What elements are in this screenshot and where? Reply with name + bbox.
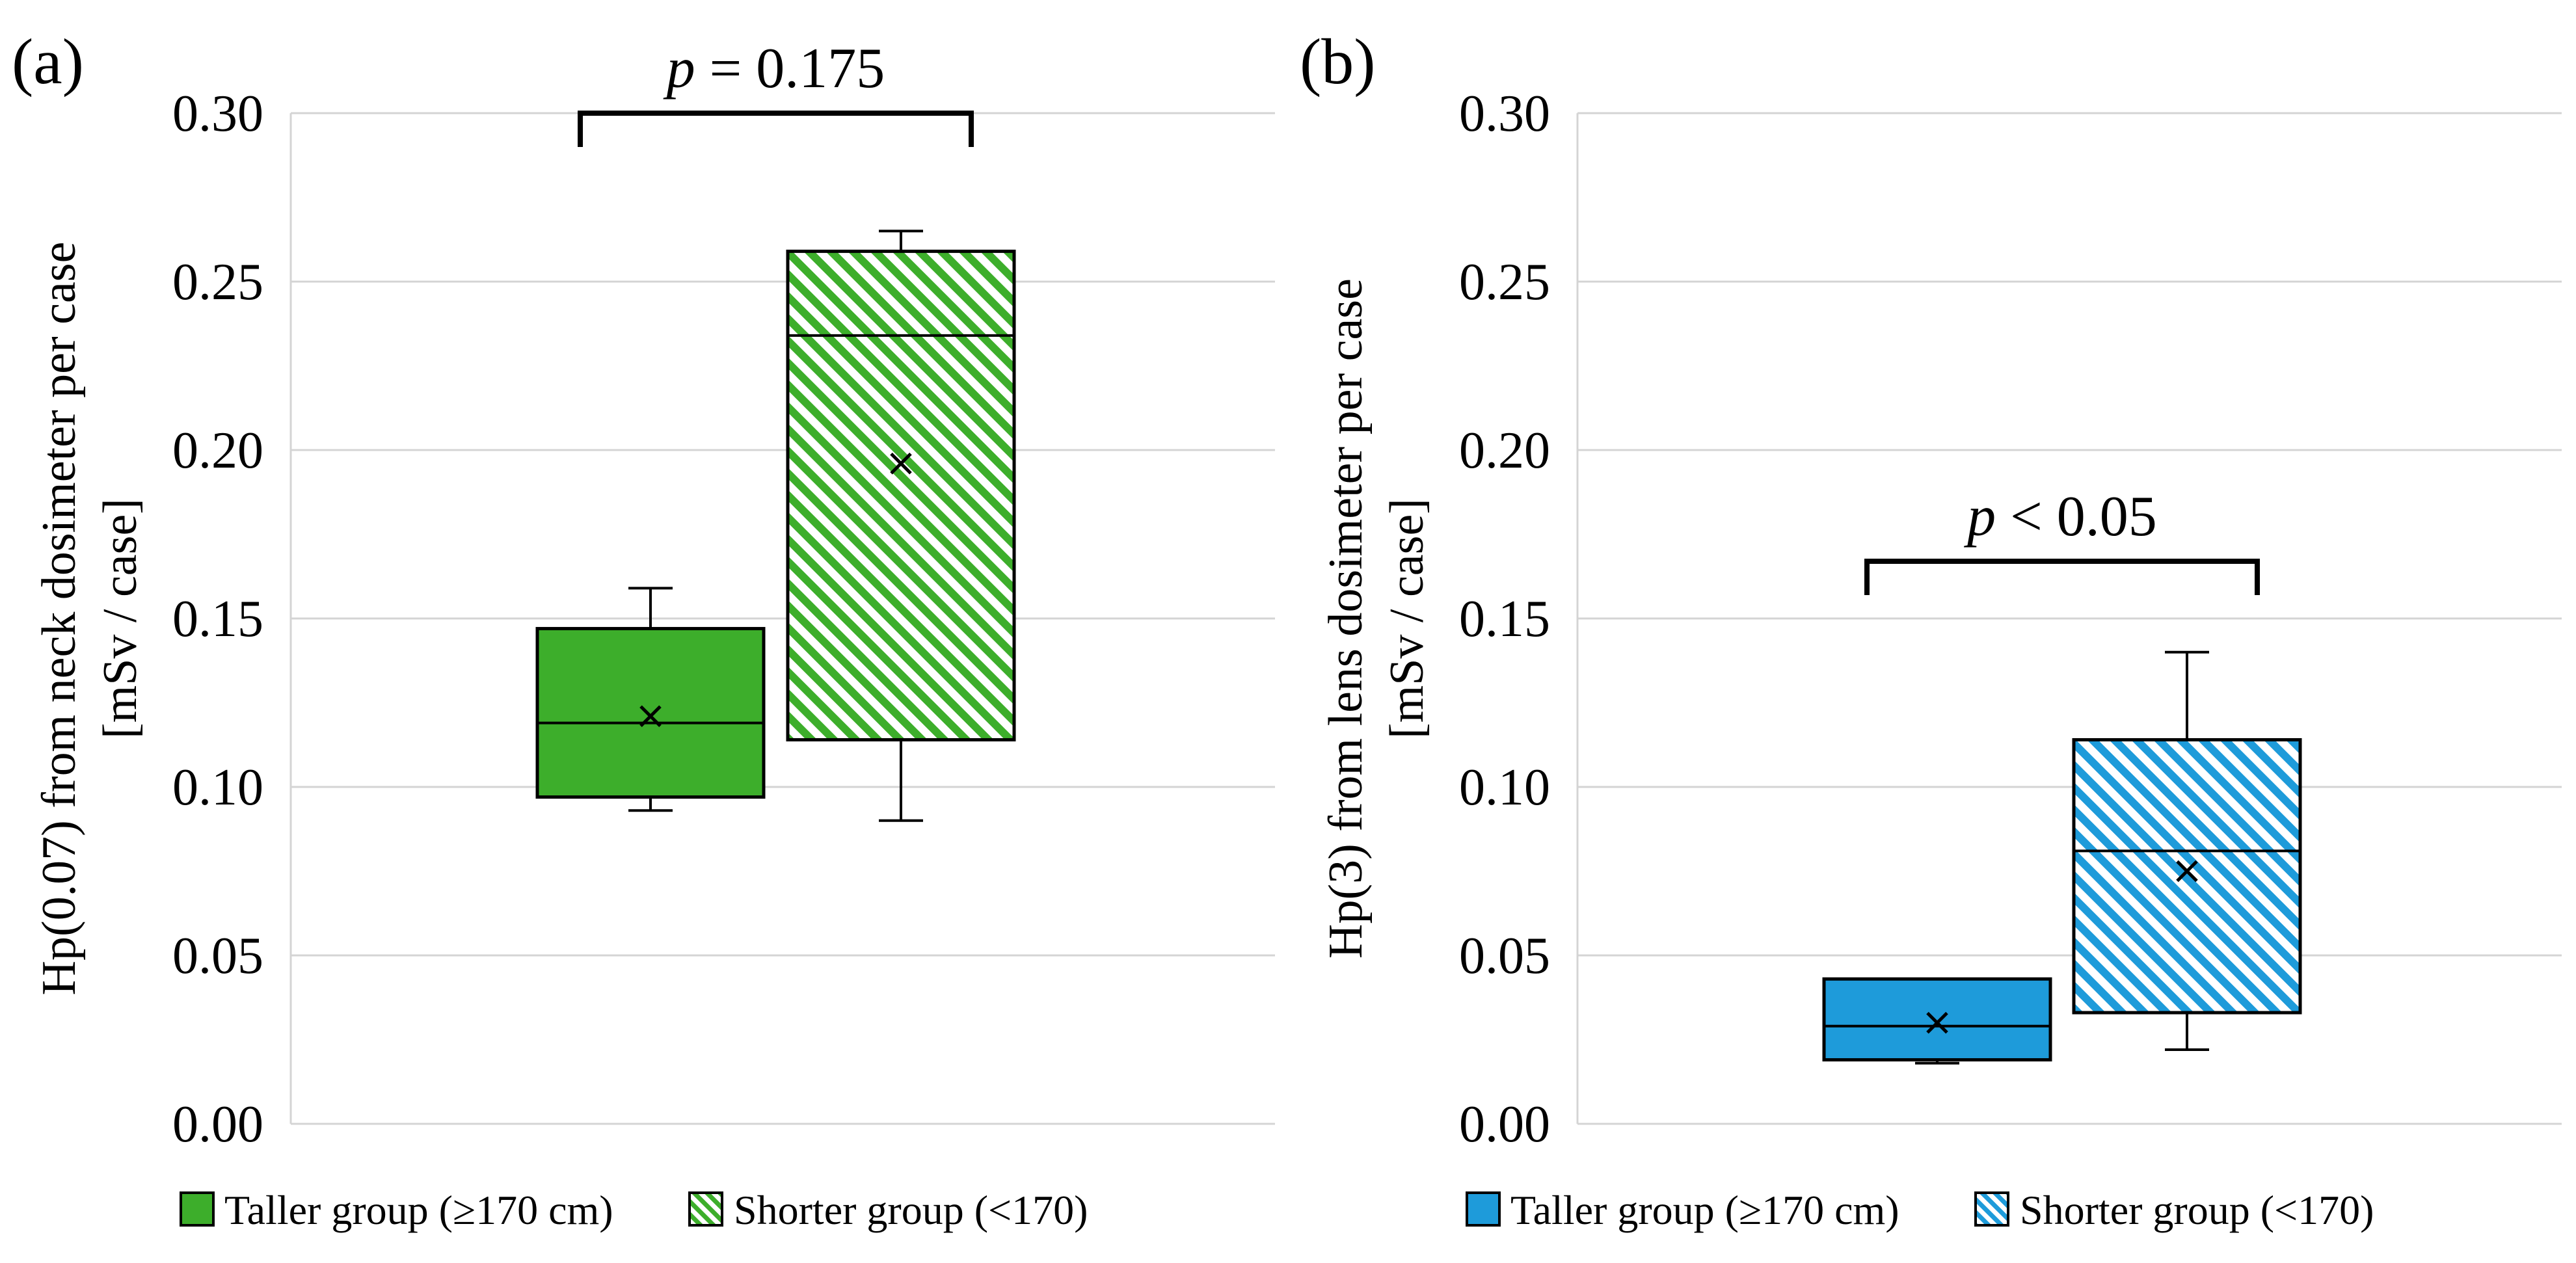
legend-swatch [1466,1191,1501,1227]
y-tick-label: 0.00 [172,1096,263,1153]
mean-marker [2176,860,2198,883]
y-tick-label: 0.30 [172,85,263,142]
legend-label: Taller group (≥170 cm) [1510,1187,1899,1233]
chart-panel-a: 0.00 0.05 0.10 0.15 0.20 0.25 0.30 (a) Hp(0.07) … [12,25,1275,1233]
mean-marker-stroke [890,452,912,475]
y-tick-label: 0.00 [1459,1096,1550,1153]
y-tick-label: 0.15 [1459,591,1550,648]
legend-swatch [1974,1191,2009,1227]
y-axis-label: [mSv / case] [1380,498,1434,739]
panel-label: (a) [12,25,84,98]
legend-label: Shorter group (<170) [2020,1187,2374,1233]
p-symbol: p [663,37,695,100]
mean-marker-stroke [639,705,662,727]
y-axis-label: Hp(0.07) from neck dosimeter per case [33,242,86,996]
y-tick-label: 0.30 [1459,85,1550,142]
mean-marker [890,452,912,475]
box-iqr [535,627,766,799]
box-iqr [1822,977,2052,1062]
y-tick-label: 0.10 [1459,759,1550,816]
y-tick-label: 0.20 [172,422,263,479]
p-value: = 0.175 [695,37,885,100]
p-symbol: p [1963,485,1996,548]
mean-marker [1926,1011,1948,1034]
mean-marker [639,705,662,727]
box-iqr [786,249,1016,741]
y-axis-label: [mSv / case] [94,498,147,739]
y-axis-label: Hp(3) from lens dosimeter per case [1319,278,1373,959]
panel-label: (b) [1300,25,1376,98]
p-value-label: p = 0.175 [663,37,885,100]
p-value-label: p < 0.05 [1963,485,2157,548]
y-tick-label: 0.05 [1459,927,1550,985]
legend-swatch [688,1191,723,1227]
y-tick-label: 0.15 [172,591,263,648]
y-tick-label: 0.25 [1459,254,1550,311]
legend-label: Taller group (≥170 cm) [224,1187,613,1233]
mean-marker-stroke [2176,860,2198,883]
y-tick-label: 0.05 [172,927,263,985]
legend-swatch [180,1191,215,1227]
y-tick-label: 0.20 [1459,422,1550,479]
box-iqr [2072,738,2302,1015]
significance-bracket [1864,558,2260,595]
legend-label: Shorter group (<170) [734,1187,1088,1233]
p-value: < 0.05 [1996,485,2157,548]
y-tick-label: 0.10 [172,759,263,816]
chart-panel-b: 0.00 0.05 0.10 0.15 0.20 0.25 0.30 (b) Hp(3) fro… [1300,25,2562,1233]
significance-bracket [578,111,974,147]
y-tick-label: 0.25 [172,254,263,311]
mean-marker-stroke [1926,1011,1948,1034]
